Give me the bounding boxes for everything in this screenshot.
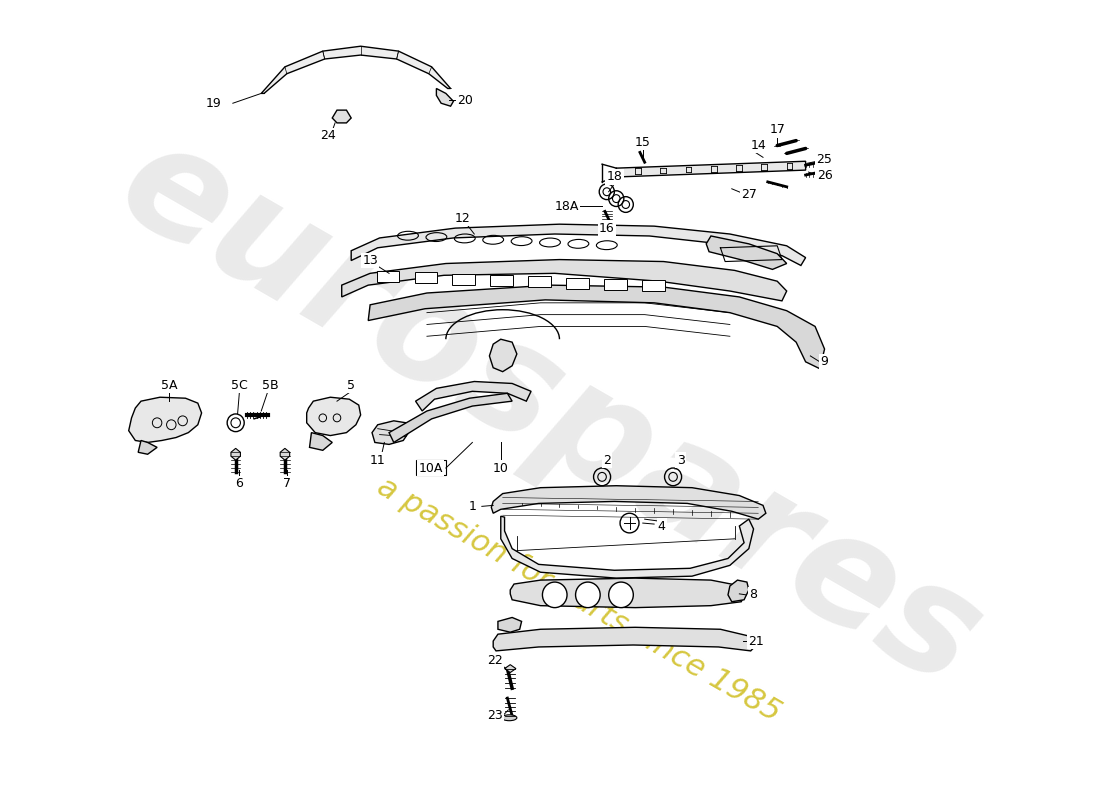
Text: 17: 17: [769, 123, 785, 136]
Polygon shape: [437, 89, 453, 106]
Ellipse shape: [502, 715, 517, 721]
Polygon shape: [616, 162, 805, 177]
Polygon shape: [505, 665, 516, 673]
Polygon shape: [490, 339, 517, 372]
Text: 5A: 5A: [162, 379, 178, 392]
Bar: [641, 281, 664, 291]
Text: 18A: 18A: [554, 200, 580, 213]
Polygon shape: [129, 398, 201, 442]
Text: 26: 26: [816, 169, 833, 182]
Text: 4: 4: [658, 519, 666, 533]
Bar: [376, 271, 399, 282]
Bar: [491, 275, 513, 286]
Text: 5B: 5B: [263, 379, 279, 392]
Text: 10A: 10A: [418, 462, 443, 474]
Text: 21: 21: [748, 634, 764, 647]
Polygon shape: [493, 627, 757, 651]
Text: 7: 7: [283, 478, 290, 490]
Polygon shape: [510, 578, 745, 608]
Polygon shape: [706, 236, 786, 270]
Text: 5: 5: [348, 379, 355, 392]
Polygon shape: [261, 46, 451, 94]
Polygon shape: [498, 618, 521, 632]
Text: 10: 10: [493, 462, 508, 474]
Text: 6: 6: [235, 478, 243, 490]
Text: 27: 27: [741, 188, 757, 201]
Text: 16: 16: [598, 222, 615, 234]
Polygon shape: [280, 448, 289, 460]
Polygon shape: [389, 394, 513, 442]
Text: 9: 9: [821, 355, 828, 368]
Circle shape: [608, 582, 634, 608]
Text: 2: 2: [603, 454, 611, 466]
Text: 22: 22: [487, 654, 503, 667]
Bar: [528, 277, 551, 287]
Text: 5C: 5C: [231, 379, 248, 392]
Bar: [415, 273, 438, 283]
Polygon shape: [728, 580, 749, 602]
Text: a passion for parts since 1985: a passion for parts since 1985: [372, 472, 785, 727]
Text: eurospares: eurospares: [95, 107, 1005, 719]
Text: 20: 20: [456, 94, 473, 106]
Circle shape: [542, 582, 566, 608]
Polygon shape: [351, 224, 805, 266]
Text: 19: 19: [206, 97, 222, 110]
Text: 25: 25: [816, 153, 833, 166]
Polygon shape: [139, 441, 157, 454]
Text: 15: 15: [635, 136, 651, 149]
Polygon shape: [342, 259, 786, 301]
Text: 18: 18: [606, 170, 623, 183]
Polygon shape: [332, 110, 351, 123]
Text: 13: 13: [362, 254, 378, 267]
Polygon shape: [309, 433, 332, 450]
Polygon shape: [500, 516, 754, 578]
Polygon shape: [307, 398, 361, 435]
Text: 14: 14: [750, 139, 767, 152]
Text: 24: 24: [320, 129, 336, 142]
Circle shape: [575, 582, 601, 608]
Bar: [604, 279, 627, 290]
Text: 3: 3: [676, 454, 684, 466]
Text: 12: 12: [455, 212, 471, 225]
Text: 8: 8: [749, 588, 758, 602]
Text: 1: 1: [469, 500, 476, 513]
Polygon shape: [492, 486, 766, 519]
Polygon shape: [368, 285, 825, 369]
Polygon shape: [416, 382, 531, 411]
Bar: [452, 274, 475, 285]
Bar: [566, 278, 588, 289]
Text: 11: 11: [370, 454, 386, 466]
Text: 23: 23: [487, 710, 503, 722]
Polygon shape: [231, 448, 241, 460]
Polygon shape: [372, 421, 410, 445]
Bar: [416, 460, 446, 475]
